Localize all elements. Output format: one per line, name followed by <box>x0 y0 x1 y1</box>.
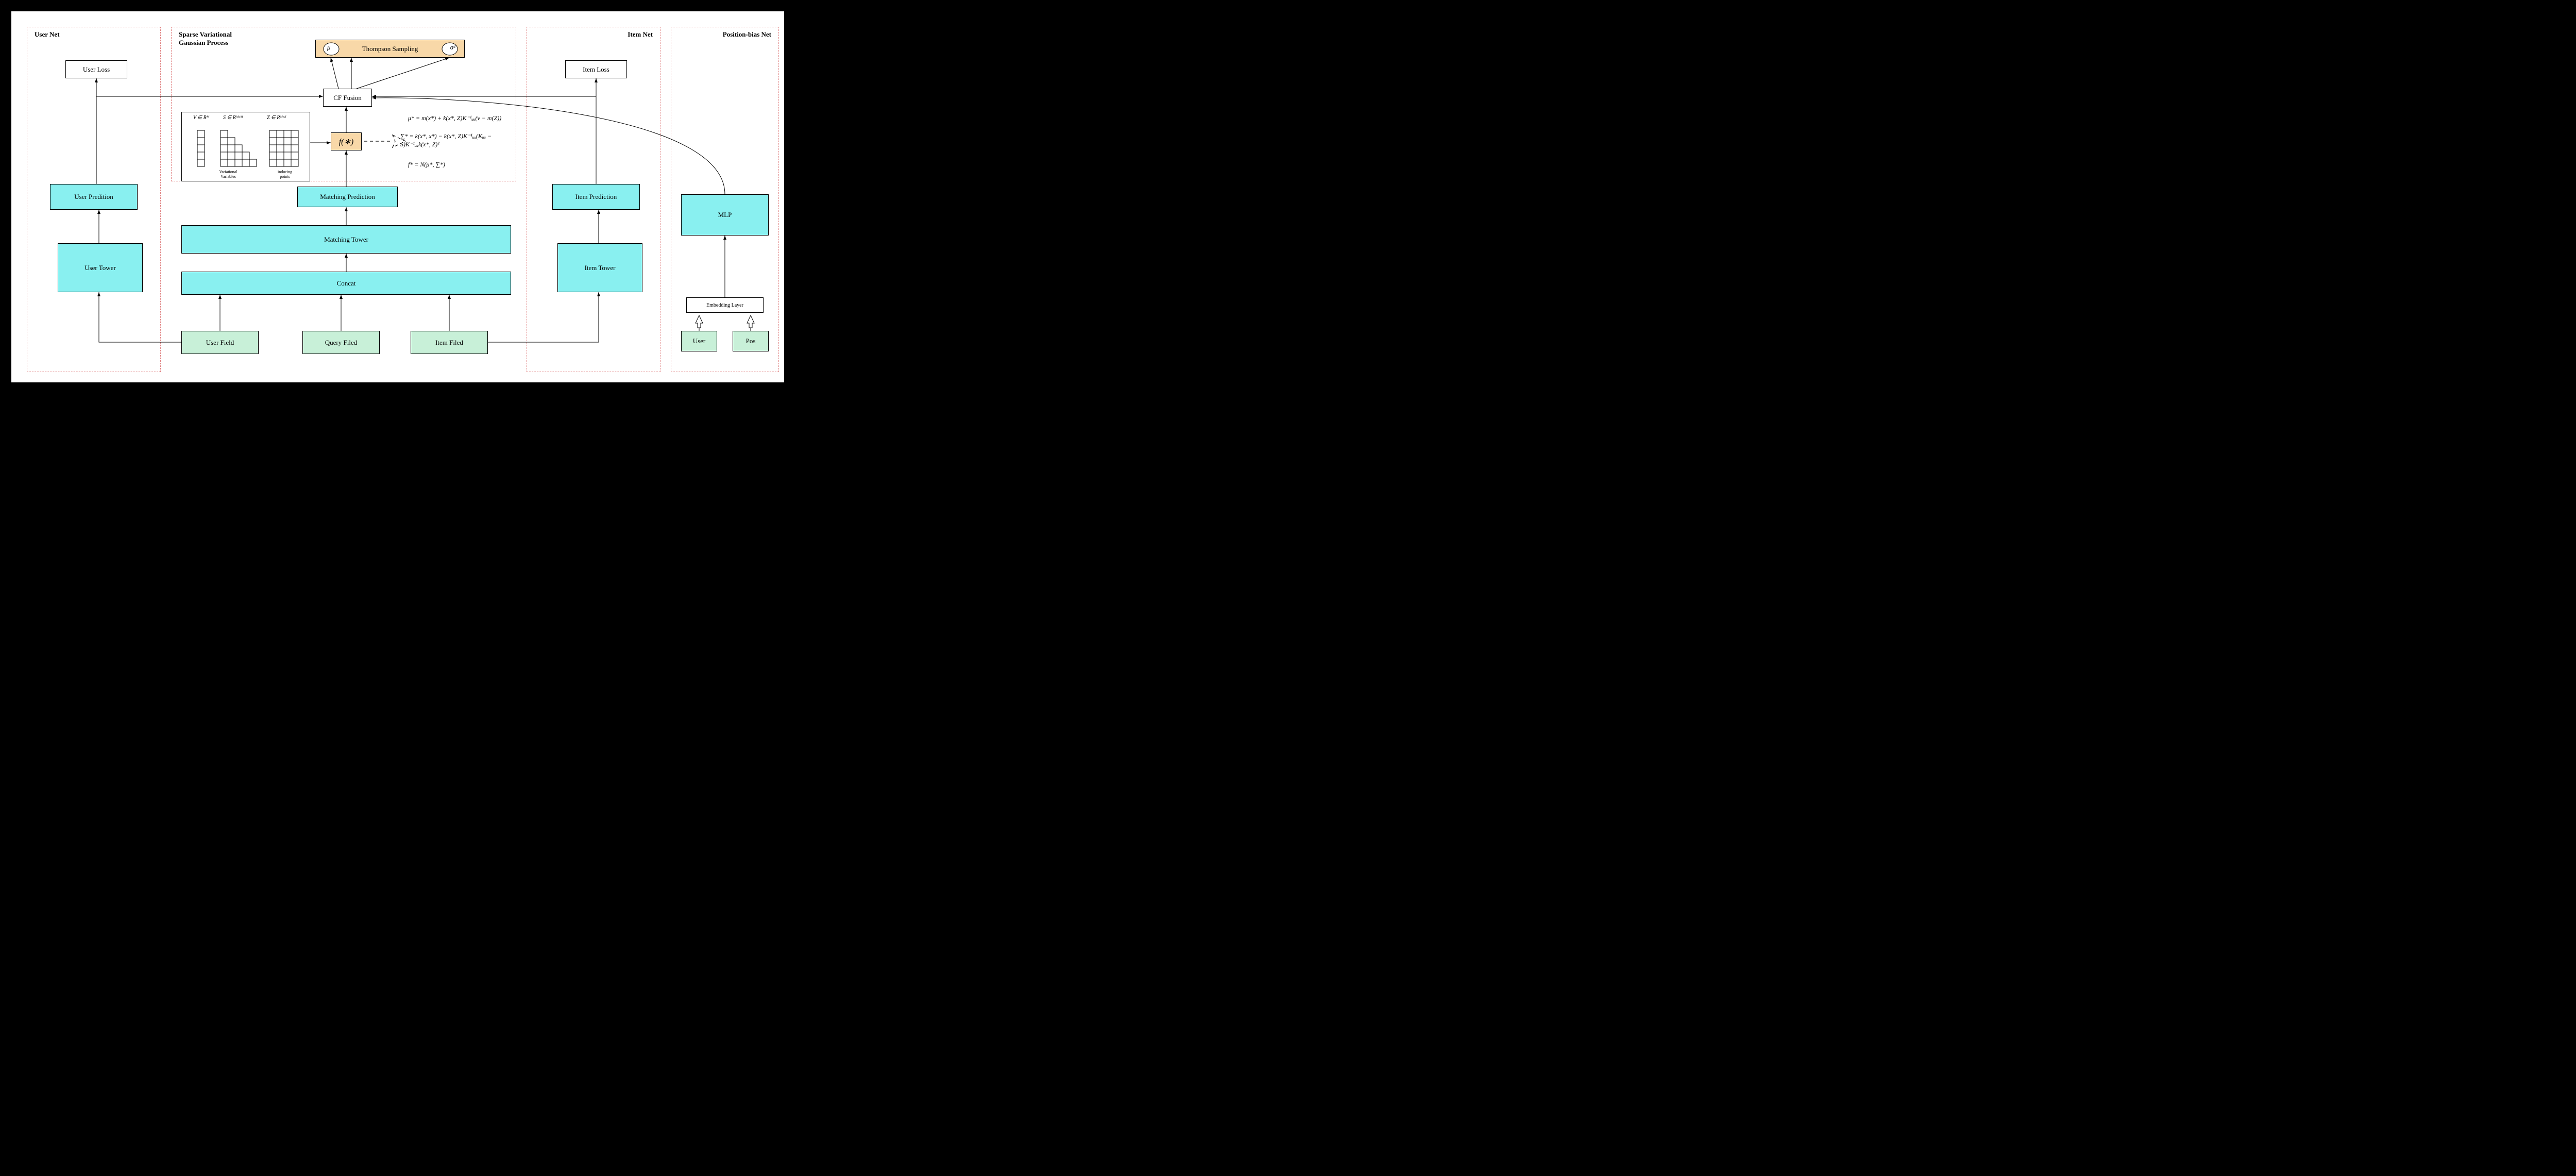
thompson-mu: μ <box>327 43 331 52</box>
box-cf-fusion: CF Fusion <box>323 89 372 107</box>
panel-title-pos-net: Position-bias Net <box>723 30 771 39</box>
eq-f-star: f* = N(μ*, ∑*) <box>408 161 445 169</box>
var-caption-2: inducing points <box>267 170 303 179</box>
var-Z-label: Z ∈ Rᴹˣᵈ <box>267 115 286 121</box>
box-user-field: User Field <box>181 331 259 354</box>
box-concat: Concat <box>181 272 511 295</box>
var-caption-1: Variational Variables <box>205 170 251 179</box>
box-pos-user: User <box>681 331 717 351</box>
panel-title-item-net: Item Net <box>628 30 653 39</box>
box-item-tower: Item Tower <box>557 243 642 292</box>
box-item-loss: Item Loss <box>565 60 627 78</box>
eq-sigma-star: ∑* = k(x*, x*) − k(x*, Z)K⁻¹ᵤᵤ(Kᵤᵤ − S)K… <box>400 132 519 148</box>
box-user-tower: User Tower <box>58 243 143 292</box>
box-user-pred: User Predition <box>50 184 138 210</box>
box-matching-prediction: Matching Prediction <box>297 187 398 207</box>
box-item-pred: Item Prediction <box>552 184 640 210</box>
box-matching-tower: Matching Tower <box>181 225 511 254</box>
box-user-loss: User Loss <box>65 60 127 78</box>
thompson-sigma: σ² <box>450 43 455 52</box>
diagram-canvas: User Net Sparse Variational Gaussian Pro… <box>10 10 785 383</box>
eq-mu-star: μ* = m(x*) + k(x*, Z)K⁻¹ᵤᵤ(v − m(Z)) <box>408 114 521 122</box>
box-thompson: μ σ² Thompson Sampling <box>315 40 465 58</box>
box-query-field: Query Filed <box>302 331 380 354</box>
var-V-label: V ∈ Rᴹ <box>193 115 209 121</box>
box-mlp: MLP <box>681 194 769 236</box>
panel-title-user-net: User Net <box>35 30 60 39</box>
box-f-star: f(∗) <box>331 132 362 150</box>
box-pos-pos: Pos <box>733 331 769 351</box>
panel-title-svgp: Sparse Variational Gaussian Process <box>179 30 232 47</box>
var-S-label: S ∈ Rᴹˣᴹ <box>223 115 243 121</box>
box-variational: V ∈ Rᴹ S ∈ Rᴹˣᴹ Z ∈ Rᴹˣᵈ Variational Var… <box>181 112 310 181</box>
box-item-field: Item Filed <box>411 331 488 354</box>
box-embedding-layer: Embedding Layer <box>686 297 764 313</box>
